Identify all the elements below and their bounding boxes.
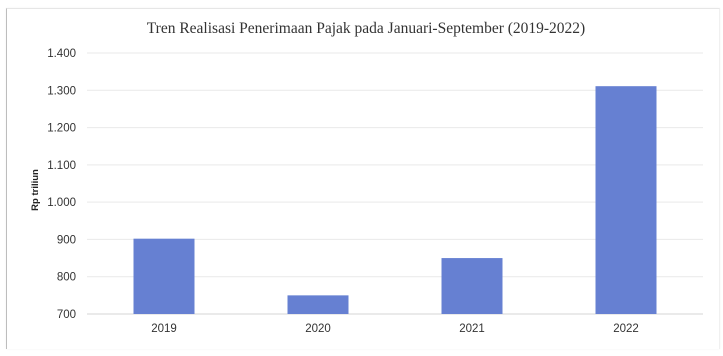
bar-2022 xyxy=(595,86,657,314)
bars xyxy=(133,86,657,314)
y-axis-label: Rp triliun xyxy=(30,169,41,211)
y-tick-label: 1.300 xyxy=(47,85,76,97)
x-axis-ticks: 2019 2020 2021 2022 xyxy=(151,323,639,335)
y-tick-label: 1.000 xyxy=(47,197,76,209)
chart-frame xyxy=(6,8,720,349)
x-tick-label: 2022 xyxy=(613,323,639,335)
bar-2019 xyxy=(133,238,195,314)
y-axis-ticks: 700 800 900 1.000 1.100 1.200 1.300 1.400 xyxy=(47,48,76,321)
y-tick-label: 1.400 xyxy=(47,48,76,60)
bar-2020 xyxy=(287,295,349,314)
x-tick-label: 2020 xyxy=(305,323,331,335)
bar-2021 xyxy=(441,258,503,314)
x-tick-label: 2021 xyxy=(459,323,485,335)
y-tick-label: 900 xyxy=(57,234,76,246)
chart-title: Tren Realisasi Penerimaan Pajak pada Jan… xyxy=(147,20,585,37)
y-tick-label: 700 xyxy=(57,309,76,321)
y-tick-label: 800 xyxy=(57,272,76,284)
x-tick-label: 2019 xyxy=(151,323,177,335)
y-tick-label: 1.200 xyxy=(47,123,76,135)
y-tick-label: 1.100 xyxy=(47,160,76,172)
